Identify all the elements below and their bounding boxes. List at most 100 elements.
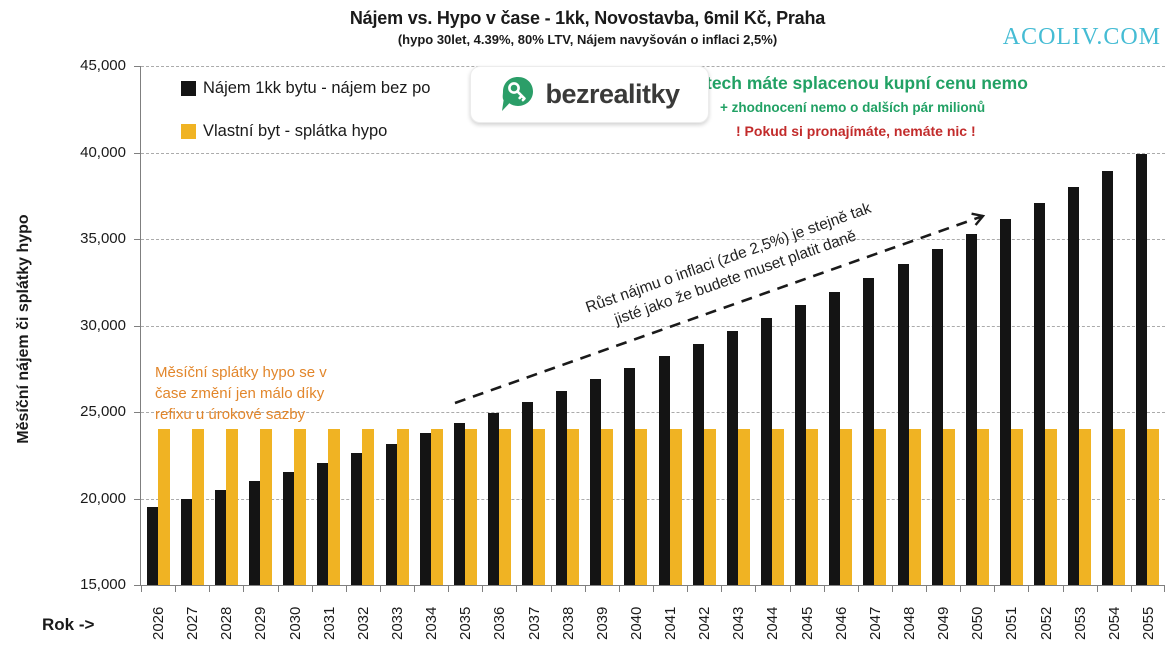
bar-najem-2027	[180, 498, 192, 585]
x-tick	[1028, 585, 1030, 592]
bar-hypo-2055	[1147, 429, 1160, 585]
x-tick	[277, 585, 279, 592]
bar-hypo-2048	[908, 429, 921, 585]
bar-najem-2045	[795, 305, 807, 585]
bar-hypo-2039	[601, 429, 614, 585]
bar-hypo-2030	[294, 429, 307, 585]
bar-hypo-2033	[396, 429, 409, 585]
bar-hypo-2029	[259, 429, 272, 585]
x-tick	[243, 585, 245, 592]
x-year-label: 2046	[832, 606, 850, 640]
x-year-label: 2042	[696, 606, 714, 640]
bar-hypo-2041	[669, 429, 682, 585]
x-year-label: 2030	[286, 606, 304, 640]
bar-hypo-2037	[533, 429, 546, 585]
legend-label-hypo: Vlastní byt - splátka hypo	[203, 122, 388, 140]
bar-hypo-2044	[771, 429, 784, 585]
y-tick-label: 35,000	[80, 230, 126, 247]
bar-hypo-2043	[737, 429, 750, 585]
x-tick	[994, 585, 996, 592]
bar-hypo-2038	[567, 429, 580, 585]
bar-najem-2047	[863, 277, 875, 585]
bar-hypo-2049	[942, 429, 955, 585]
x-tick	[926, 585, 928, 592]
legend-swatch-najem	[181, 81, 196, 96]
x-tick	[1164, 585, 1165, 592]
x-tick	[141, 585, 142, 592]
bar-hypo-2036	[498, 429, 511, 585]
y-tick	[134, 325, 141, 327]
x-year-label: 2034	[423, 606, 441, 640]
legend-item-hypo: Vlastní byt - splátka hypo	[181, 122, 387, 141]
bar-najem-2036	[487, 412, 499, 585]
x-year-label: 2053	[1071, 606, 1089, 640]
bar-najem-2031	[317, 462, 329, 585]
x-tick	[1096, 585, 1098, 592]
bar-najem-2055	[1136, 154, 1148, 585]
bar-najem-2038	[556, 390, 568, 585]
bar-hypo-2026	[157, 429, 170, 585]
y-tick-label: 30,000	[80, 316, 126, 334]
x-year-label: 2044	[764, 606, 782, 640]
bar-najem-2046	[829, 291, 841, 585]
x-year-label: 2043	[730, 606, 748, 640]
x-year-label: 2049	[935, 606, 953, 640]
bar-hypo-2035	[464, 429, 477, 585]
gridline	[141, 498, 1165, 500]
bar-hypo-2027	[191, 429, 204, 585]
bar-hypo-2052	[1045, 429, 1058, 585]
claim-green-line2: + zhodnocení nemo o dalších pár milionů	[720, 100, 986, 115]
bar-najem-2044	[760, 318, 772, 585]
x-tick	[687, 585, 689, 592]
bar-najem-2049	[931, 249, 943, 585]
y-tick-label: 20,000	[80, 489, 126, 507]
x-year-label: 2052	[1037, 606, 1055, 640]
bar-hypo-2040	[635, 429, 648, 585]
x-tick	[891, 585, 893, 592]
x-year-label: 2037	[525, 606, 543, 640]
x-tick	[755, 585, 757, 592]
claim-red-line: ! Pokud si pronajímáte, nemáte nic !	[736, 123, 976, 139]
bar-hypo-2045	[806, 429, 819, 585]
bar-najem-2033	[385, 443, 397, 585]
claim-green-line1: tech máte splacenou kupní cenu nemo	[706, 73, 1028, 93]
bar-najem-2052	[1034, 203, 1046, 585]
bar-najem-2026	[146, 507, 158, 585]
x-year-label: 2032	[354, 606, 372, 640]
bar-najem-2053	[1068, 187, 1080, 585]
x-axis-title: Rok ->	[42, 615, 95, 634]
orange-note-line3: refixu u úrokové sazby	[155, 406, 306, 423]
bar-hypo-2032	[362, 429, 375, 585]
chart-subtitle: (hypo 30let, 4.39%, 80% LTV, Nájem navyš…	[397, 32, 778, 47]
bar-hypo-2054	[1113, 429, 1126, 585]
bar-hypo-2042	[703, 429, 716, 585]
orange-note: Měsíční splátky hypo se v čase změní jen…	[155, 362, 395, 425]
x-year-label: 2050	[969, 606, 987, 640]
x-tick	[1062, 585, 1064, 592]
bar-najem-2051	[999, 219, 1011, 585]
x-tick	[618, 585, 620, 592]
x-tick	[379, 585, 381, 592]
x-tick	[960, 585, 962, 592]
claim-annotation-block: tech máte splacenou kupní cenu nemo + zh…	[700, 69, 1098, 153]
x-year-label: 2054	[1105, 606, 1123, 640]
y-tick	[134, 66, 141, 67]
x-year-label: 2027	[184, 606, 202, 640]
x-year-label: 2051	[1003, 606, 1021, 640]
bezrealitky-pin-icon	[502, 76, 534, 111]
legend-item-najem: Nájem 1kk bytu - nájem bez po	[181, 79, 430, 98]
x-year-label: 2033	[389, 606, 406, 640]
y-tick-label: 40,000	[80, 143, 126, 161]
bar-najem-2040	[624, 367, 636, 585]
x-tick	[516, 585, 518, 592]
x-tick	[448, 585, 450, 592]
x-year-label: 2035	[457, 606, 475, 640]
y-tick	[134, 412, 141, 413]
x-year-label: 2026	[150, 606, 168, 640]
x-year-label: 2040	[627, 606, 645, 640]
bar-hypo-2050	[976, 429, 989, 585]
bar-najem-2028	[214, 490, 226, 585]
y-tick-label: 25,000	[80, 403, 126, 420]
bar-najem-2032	[351, 453, 363, 585]
chart-title: Nájem vs. Hypo v čase - 1kk, Novostavba,…	[349, 8, 826, 28]
